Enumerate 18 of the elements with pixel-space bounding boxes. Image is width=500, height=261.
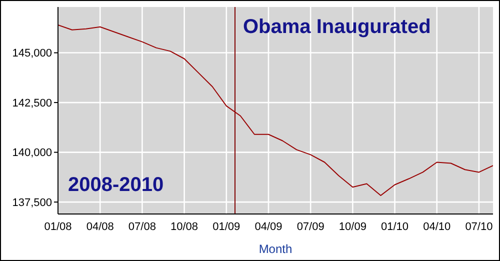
x-tick-label: 07/08 [128,220,156,233]
annotation: 2008-2010 [68,174,164,197]
x-tick-label: 10/08 [170,220,198,233]
x-tick-label: 07/10 [465,220,493,233]
y-tick-label: 137,500 [12,196,52,209]
x-tick-label: 04/10 [423,220,451,233]
x-tick-label: 10/09 [338,220,366,233]
x-tick-label: 07/09 [296,220,324,233]
y-tick-label: 142,500 [12,97,52,110]
ref-line-label: Obama Inaugurated [242,16,431,38]
y-tick-label: 140,000 [12,147,52,160]
y-tick-label: 145,000 [12,48,52,60]
x-tick-label: 01/08 [44,220,72,233]
x-tick-label: 04/09 [254,220,282,233]
x-tick-label: 01/10 [381,220,409,233]
x-tick-label: 01/09 [212,220,240,233]
x-axis-title: Month [258,242,292,256]
x-tick-label: 04/08 [86,220,114,233]
